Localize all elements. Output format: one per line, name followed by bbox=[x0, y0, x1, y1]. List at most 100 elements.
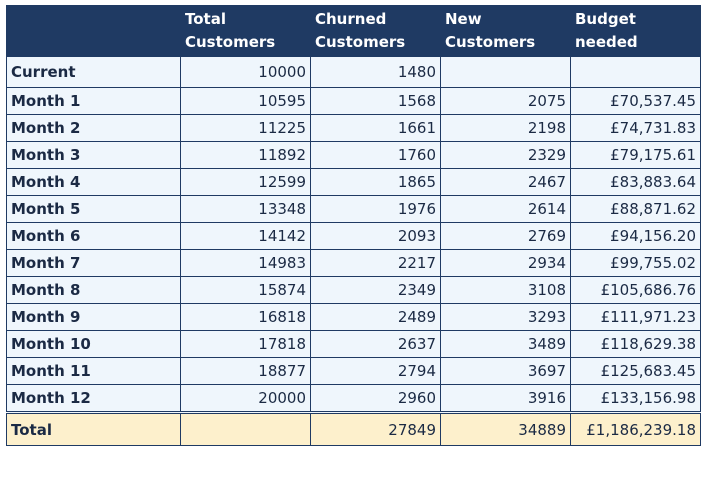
header-cell: Budget needed bbox=[570, 5, 701, 57]
row-label: Month 10 bbox=[6, 330, 181, 358]
value-cell: 2614 bbox=[440, 195, 571, 223]
value-cell: 2467 bbox=[440, 168, 571, 196]
table-row: Month 10 17818 2637 3489 £118,629.38 bbox=[6, 330, 701, 358]
table-row: Month 3 11892 1760 2329 £79,175.61 bbox=[6, 141, 701, 169]
value-cell: £74,731.83 bbox=[570, 114, 701, 142]
value-cell: 2198 bbox=[440, 114, 571, 142]
header-cell: Total Customers bbox=[180, 5, 311, 57]
value-cell: £1,186,239.18 bbox=[570, 411, 701, 446]
value-cell: £94,156.20 bbox=[570, 222, 701, 250]
table-row: Month 2 11225 1661 2198 £74,731.83 bbox=[6, 114, 701, 142]
value-cell: 1976 bbox=[310, 195, 441, 223]
value-cell: 3916 bbox=[440, 384, 571, 413]
value-cell: £70,537.45 bbox=[570, 87, 701, 115]
row-label: Month 4 bbox=[6, 168, 181, 196]
table-row: Month 8 15874 2349 3108 £105,686.76 bbox=[6, 276, 701, 304]
value-cell bbox=[440, 56, 571, 88]
value-cell: £118,629.38 bbox=[570, 330, 701, 358]
value-cell: 12599 bbox=[180, 168, 311, 196]
table-row: Total 27849 34889 £1,186,239.18 bbox=[6, 411, 701, 446]
value-cell: 1480 bbox=[310, 56, 441, 88]
value-cell: £99,755.02 bbox=[570, 249, 701, 277]
value-cell: £125,683.45 bbox=[570, 357, 701, 385]
value-cell: 27849 bbox=[310, 411, 441, 446]
table-row: Month 4 12599 1865 2467 £83,883.64 bbox=[6, 168, 701, 196]
header-text: New bbox=[445, 10, 482, 28]
value-cell: 1661 bbox=[310, 114, 441, 142]
value-cell: 10595 bbox=[180, 87, 311, 115]
value-cell: 2769 bbox=[440, 222, 571, 250]
row-label: Month 7 bbox=[6, 249, 181, 277]
row-label: Month 6 bbox=[6, 222, 181, 250]
value-cell: 3108 bbox=[440, 276, 571, 304]
value-cell: 3697 bbox=[440, 357, 571, 385]
value-cell: 1760 bbox=[310, 141, 441, 169]
header-text: Customers bbox=[445, 33, 536, 51]
value-cell: 20000 bbox=[180, 384, 311, 413]
value-cell: 11892 bbox=[180, 141, 311, 169]
value-cell: £111,971.23 bbox=[570, 303, 701, 331]
row-label: Month 11 bbox=[6, 357, 181, 385]
table-row: Month 6 14142 2093 2769 £94,156.20 bbox=[6, 222, 701, 250]
row-label: Total bbox=[6, 411, 181, 446]
value-cell: 18877 bbox=[180, 357, 311, 385]
value-cell: 2093 bbox=[310, 222, 441, 250]
value-cell: 2934 bbox=[440, 249, 571, 277]
value-cell: £105,686.76 bbox=[570, 276, 701, 304]
value-cell: 2349 bbox=[310, 276, 441, 304]
budget-table: Total Customers Churned Customers New Custome… bbox=[6, 5, 701, 446]
row-label: Current bbox=[6, 56, 181, 88]
row-label: Month 5 bbox=[6, 195, 181, 223]
value-cell: £83,883.64 bbox=[570, 168, 701, 196]
row-label: Month 3 bbox=[6, 141, 181, 169]
header-cell: New Customers bbox=[440, 5, 571, 57]
value-cell: £88,871.62 bbox=[570, 195, 701, 223]
table-row: Month 1 10595 1568 2075 £70,537.45 bbox=[6, 87, 701, 115]
value-cell: 13348 bbox=[180, 195, 311, 223]
table-row: Month 9 16818 2489 3293 £111,971.23 bbox=[6, 303, 701, 331]
value-cell: £133,156.98 bbox=[570, 384, 701, 413]
table-row: Month 11 18877 2794 3697 £125,683.45 bbox=[6, 357, 701, 385]
value-cell: 14983 bbox=[180, 249, 311, 277]
table-row: Month 5 13348 1976 2614 £88,871.62 bbox=[6, 195, 701, 223]
header-text: Total bbox=[185, 10, 226, 28]
header-cell bbox=[6, 5, 181, 57]
value-cell: 2489 bbox=[310, 303, 441, 331]
row-label: Month 12 bbox=[6, 384, 181, 413]
value-cell: 2637 bbox=[310, 330, 441, 358]
value-cell bbox=[180, 411, 311, 446]
value-cell: £79,175.61 bbox=[570, 141, 701, 169]
row-label: Month 2 bbox=[6, 114, 181, 142]
row-label: Month 1 bbox=[6, 87, 181, 115]
value-cell: 17818 bbox=[180, 330, 311, 358]
header-text: Churned bbox=[315, 10, 387, 28]
value-cell: 16818 bbox=[180, 303, 311, 331]
header-text: needed bbox=[575, 33, 638, 51]
value-cell: 15874 bbox=[180, 276, 311, 304]
value-cell: 11225 bbox=[180, 114, 311, 142]
value-cell: 3489 bbox=[440, 330, 571, 358]
value-cell: 3293 bbox=[440, 303, 571, 331]
value-cell bbox=[570, 56, 701, 88]
header-text: Customers bbox=[315, 33, 406, 51]
header-text: Budget bbox=[575, 10, 636, 28]
value-cell: 34889 bbox=[440, 411, 571, 446]
table-row: Month 12 20000 2960 3916 £133,156.98 bbox=[6, 384, 701, 413]
value-cell: 1568 bbox=[310, 87, 441, 115]
row-label: Month 8 bbox=[6, 276, 181, 304]
header-cell: Churned Customers bbox=[310, 5, 441, 57]
value-cell: 2794 bbox=[310, 357, 441, 385]
value-cell: 2960 bbox=[310, 384, 441, 413]
table-row: Month 7 14983 2217 2934 £99,755.02 bbox=[6, 249, 701, 277]
value-cell: 1865 bbox=[310, 168, 441, 196]
header-text: Customers bbox=[185, 33, 276, 51]
value-cell: 14142 bbox=[180, 222, 311, 250]
row-label: Month 9 bbox=[6, 303, 181, 331]
value-cell: 2329 bbox=[440, 141, 571, 169]
table-row: Current 10000 1480 bbox=[6, 56, 701, 88]
value-cell: 2217 bbox=[310, 249, 441, 277]
value-cell: 2075 bbox=[440, 87, 571, 115]
header-row: Total Customers Churned Customers New Custome… bbox=[6, 5, 701, 57]
value-cell: 10000 bbox=[180, 56, 311, 88]
